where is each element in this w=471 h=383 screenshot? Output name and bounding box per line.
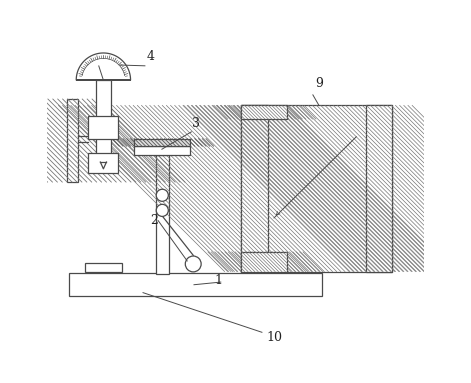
- Bar: [241, 105, 287, 119]
- Text: 9: 9: [315, 77, 323, 90]
- Bar: [67, 99, 78, 182]
- Bar: [134, 139, 190, 146]
- Polygon shape: [76, 53, 130, 80]
- Bar: [241, 252, 287, 272]
- Text: 10: 10: [267, 331, 283, 344]
- Circle shape: [156, 189, 168, 201]
- Bar: [134, 139, 190, 146]
- Bar: [241, 252, 287, 272]
- Bar: [96, 80, 111, 162]
- Bar: [69, 273, 322, 296]
- Bar: [241, 105, 287, 119]
- Bar: [156, 154, 169, 274]
- Bar: [67, 99, 78, 182]
- Bar: [366, 105, 392, 272]
- Bar: [241, 105, 392, 272]
- Circle shape: [156, 205, 168, 216]
- Bar: [134, 146, 190, 154]
- Text: 4: 4: [147, 50, 155, 63]
- Bar: [88, 152, 119, 173]
- Text: 2: 2: [151, 214, 158, 227]
- Bar: [241, 105, 268, 272]
- Bar: [366, 105, 392, 272]
- Text: 1: 1: [215, 274, 223, 287]
- Bar: [84, 263, 122, 272]
- Circle shape: [185, 256, 201, 272]
- Bar: [88, 116, 119, 139]
- Text: 3: 3: [192, 117, 200, 130]
- Bar: [241, 105, 268, 272]
